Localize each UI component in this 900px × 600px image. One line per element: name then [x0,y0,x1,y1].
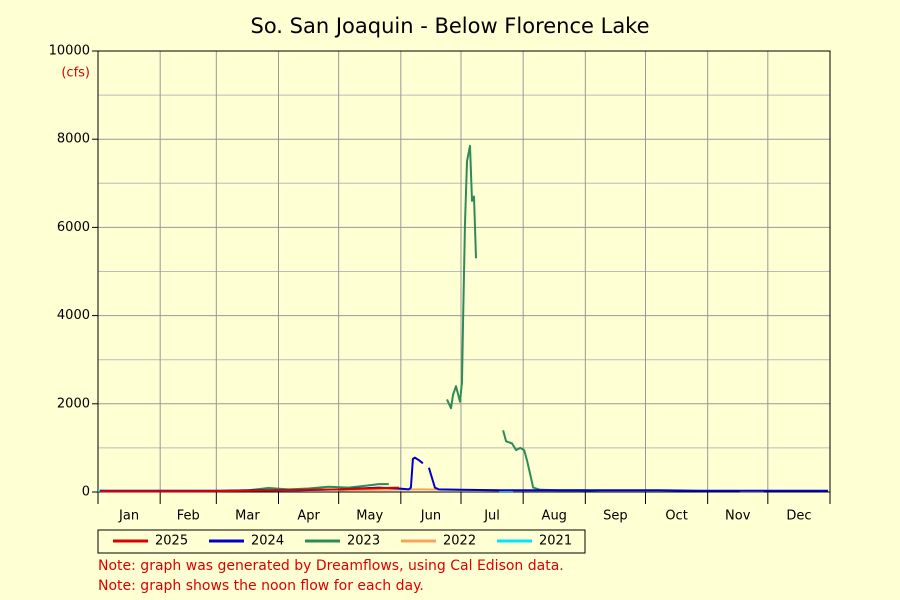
legend-label: 2021 [539,534,572,549]
x-tick-label: Mar [235,509,260,524]
series-line [100,486,399,493]
x-tick-label: Jan [118,509,139,524]
legend-label: 2025 [155,534,188,549]
legend-label: 2023 [347,534,380,549]
x-tick-label: Jun [420,509,441,524]
legend-label: 2024 [251,534,284,549]
note: Note: graph shows the noon flow for each… [98,578,424,594]
y-tick-label: 0 [82,485,90,500]
note: Note: graph was generated by Dreamflows,… [98,558,564,574]
x-tick-label: Sep [603,509,628,524]
x-tick-label: May [356,509,383,524]
chart-title: So. San Joaquin - Below Florence Lake [250,14,649,38]
x-tick-label: Dec [786,509,811,524]
y-tick-label: 10000 [49,44,90,59]
plot-frame [97,50,831,493]
x-tick-label: Apr [297,509,320,524]
x-tick-label: Nov [725,509,751,524]
y-tick-label: 6000 [57,220,90,235]
legend-box [97,529,586,554]
x-tick-label: Aug [542,509,567,524]
x-tick-label: Oct [665,509,687,524]
legend-label: 2022 [443,534,476,549]
y-unit: (cfs) [61,66,90,81]
y-tick-label: 4000 [57,308,90,323]
x-tick-label: Jul [483,509,500,524]
y-tick-label: 2000 [57,396,90,411]
y-tick-label: 8000 [57,132,90,147]
x-tick-label: Feb [177,509,200,524]
